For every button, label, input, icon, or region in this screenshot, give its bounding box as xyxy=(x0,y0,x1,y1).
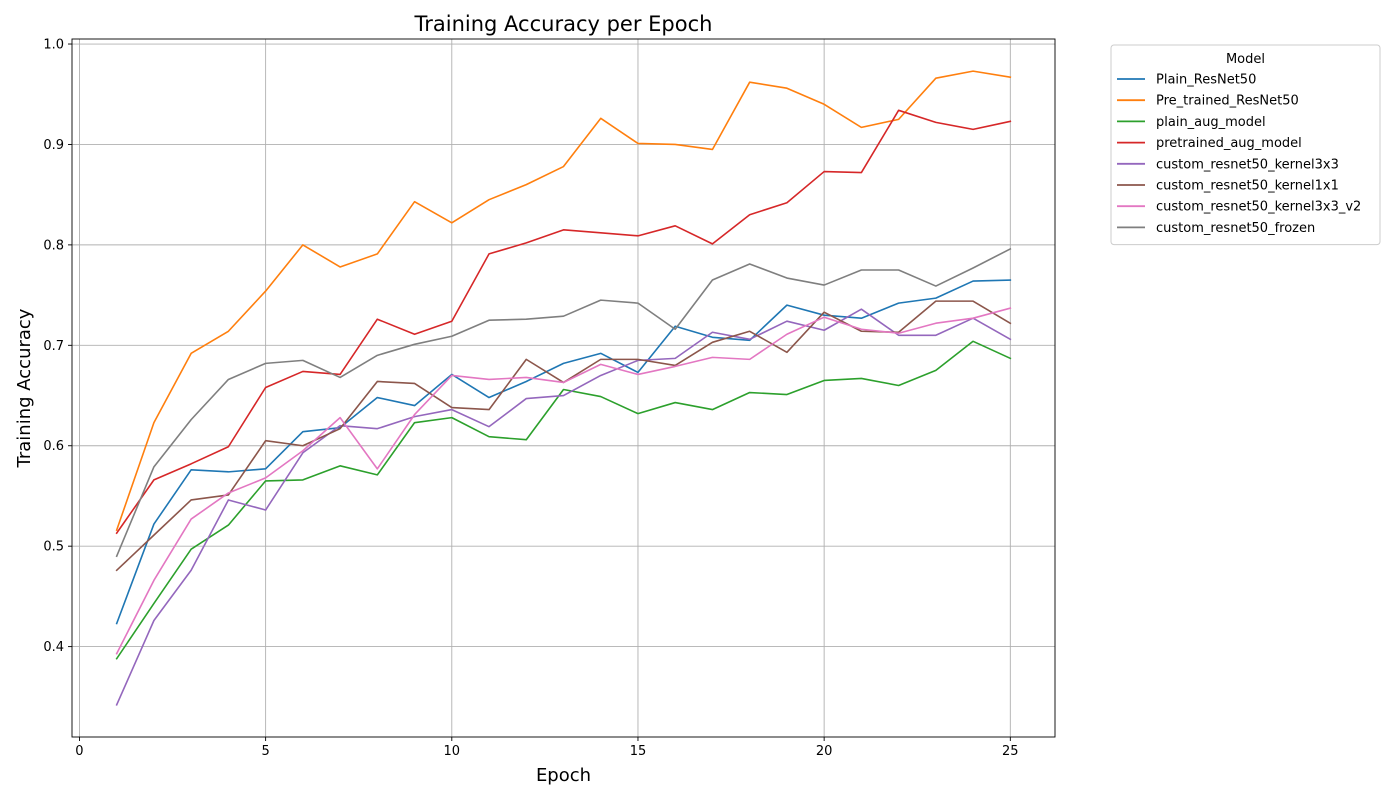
legend-label: plain_aug_model xyxy=(1156,115,1266,130)
series-line-Pre_trained_ResNet50 xyxy=(115,70,1012,532)
series-line-plain_aug_model xyxy=(115,340,1012,660)
y-axis-title: Training Accuracy xyxy=(14,308,35,468)
x-tick-label: 20 xyxy=(816,744,833,759)
legend: Model Plain_ResNet50 Pre_trained_ResNet50… xyxy=(1110,44,1381,246)
y-tick-label: 0.9 xyxy=(43,138,64,153)
legend-label: custom_resnet50_kernel1x1 xyxy=(1156,179,1339,194)
axis-ticks: 0 5 10 15 20 25 0.4 0.5 0.6 0.7 0.8 0.9 1.0 xyxy=(43,38,1018,759)
legend-frame xyxy=(1110,44,1381,246)
legend-label: custom_resnet50_kernel3x3_v2 xyxy=(1156,200,1361,215)
x-tick-label: 15 xyxy=(630,744,647,759)
legend-entries: Plain_ResNet50 Pre_trained_ResNet50 plain_… xyxy=(1117,73,1361,236)
y-tick-label: 1.0 xyxy=(43,38,64,53)
y-tick-label: 0.7 xyxy=(43,339,64,354)
x-tick-label: 25 xyxy=(1002,744,1019,759)
x-axis-title: Epoch xyxy=(536,765,591,786)
legend-label: custom_resnet50_frozen xyxy=(1156,221,1315,236)
legend-label: pretrained_aug_model xyxy=(1156,136,1302,151)
series-lines xyxy=(115,70,1012,706)
series-line-custom_resnet50_frozen xyxy=(115,247,1012,558)
plot-frame xyxy=(71,38,1056,738)
legend-label: Plain_ResNet50 xyxy=(1156,73,1256,88)
chart-title: Training Accuracy per Epoch xyxy=(414,12,713,36)
x-tick-label: 0 xyxy=(75,744,83,759)
y-tick-label: 0.4 xyxy=(43,640,64,655)
y-tick-label: 0.8 xyxy=(43,238,64,253)
y-tick-label: 0.6 xyxy=(43,439,64,454)
series-line-custom_resnet50_kernel3x3_v2 xyxy=(115,307,1012,655)
series-line-Plain_ResNet50 xyxy=(115,279,1012,625)
legend-title: Model xyxy=(1226,52,1265,67)
x-tick-label: 10 xyxy=(444,744,461,759)
series-line-pretrained_aug_model xyxy=(115,109,1012,535)
legend-label: custom_resnet50_kernel3x3 xyxy=(1156,157,1339,172)
series-line-custom_resnet50_kernel3x3 xyxy=(115,308,1012,706)
y-tick-label: 0.5 xyxy=(43,540,64,555)
legend-label: Pre_trained_ResNet50 xyxy=(1156,94,1299,109)
x-tick-label: 5 xyxy=(261,744,269,759)
